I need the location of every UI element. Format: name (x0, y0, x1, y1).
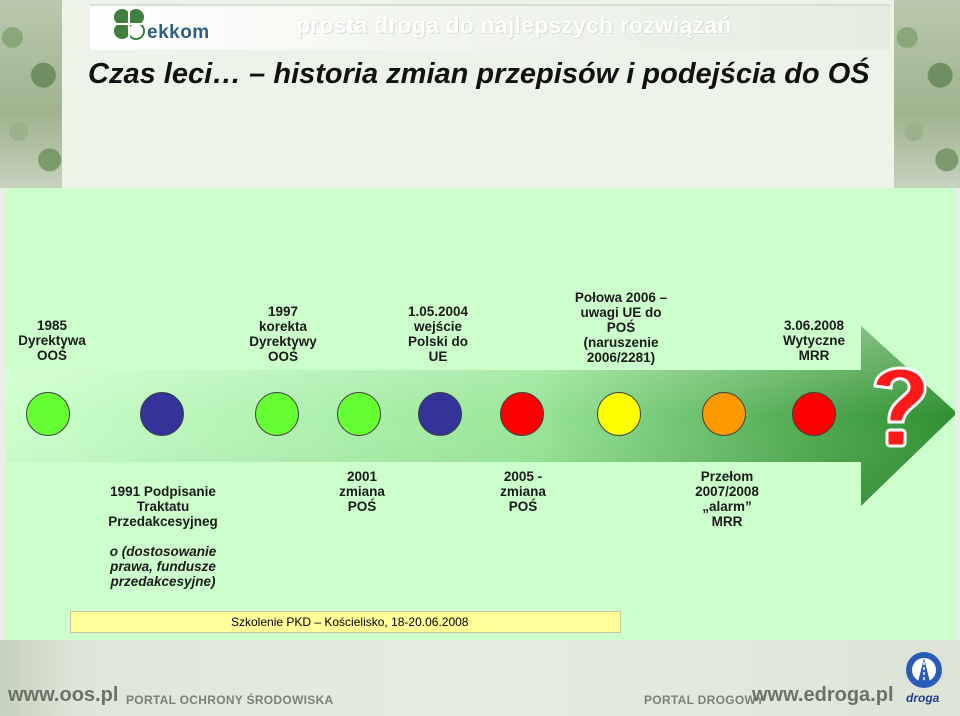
timeline-dot-1997 (255, 392, 299, 436)
timeline-dot-2001 (337, 392, 381, 436)
forest-strip-right (894, 0, 960, 188)
label-1991-main: 1991 Podpisanie Traktatu Przedakcesyjneg (108, 484, 218, 529)
timeline-dot-2005 (500, 392, 544, 436)
timeline-dot-2007 (702, 392, 746, 436)
label-2006: Połowa 2006 – uwagi UE do POŚ (naruszeni… (574, 290, 668, 365)
clover-icon (114, 9, 145, 40)
label-2005: 2005 - zmiana POŚ (500, 469, 546, 514)
droga-logo-icon (906, 652, 942, 688)
forest-strip-left (0, 0, 62, 188)
timeline-dot-2008 (792, 392, 836, 436)
event-text: Szkolenie PKD – Kościelisko, 18-20.06.20… (231, 615, 469, 629)
droga-logo-text: droga (906, 691, 940, 705)
timeline-dot-2006 (597, 392, 641, 436)
bottom-bar (0, 640, 960, 716)
portal-drogowy-label: PORTAL DROGOWY (644, 693, 765, 707)
timeline-stage: 1985 Dyrektywa OOŚ 1997 korekta Dyrektyw… (5, 188, 955, 640)
label-1991: 1991 Podpisanie Traktatu Przedakcesyjneg… (93, 469, 233, 589)
label-1991-italic: o (dostosowanie prawa, fundusze przedakc… (109, 544, 217, 589)
timeline-arrow (5, 326, 955, 506)
logo-text: ekkom (147, 22, 210, 43)
url-edroga[interactable]: www.edroga.pl (752, 684, 894, 706)
label-2004: 1.05.2004 wejście Polski do UE (407, 304, 469, 364)
label-2007-2008: Przełom 2007/2008 „alarm” MRR (695, 469, 759, 529)
slide-title: Czas leci… – historia zmian przepisów i … (88, 58, 870, 90)
label-1985: 1985 Dyrektywa OOŚ (18, 318, 86, 363)
label-2008: 3.06.2008 Wytyczne MRR (782, 318, 846, 363)
timeline-dot-1991 (140, 392, 184, 436)
timeline-dot-2004 (418, 392, 462, 436)
top-banner (90, 4, 890, 50)
red-question-mark-icon (873, 366, 927, 448)
label-2001: 2001 zmiana POŚ (339, 469, 385, 514)
event-banner: Szkolenie PKD – Kościelisko, 18-20.06.20… (70, 611, 621, 633)
ekkom-logo: ekkom (112, 7, 222, 45)
url-oos[interactable]: www.oos.pl (8, 684, 119, 706)
timeline-dot-1985 (26, 392, 70, 436)
tagline: prosta droga do najlepszych rozwiązań (296, 12, 732, 38)
label-1997: 1997 korekta Dyrektywy OOŚ (249, 304, 317, 364)
portal-ochrony-label: PORTAL OCHRONY ŚRODOWISKA (126, 693, 334, 707)
